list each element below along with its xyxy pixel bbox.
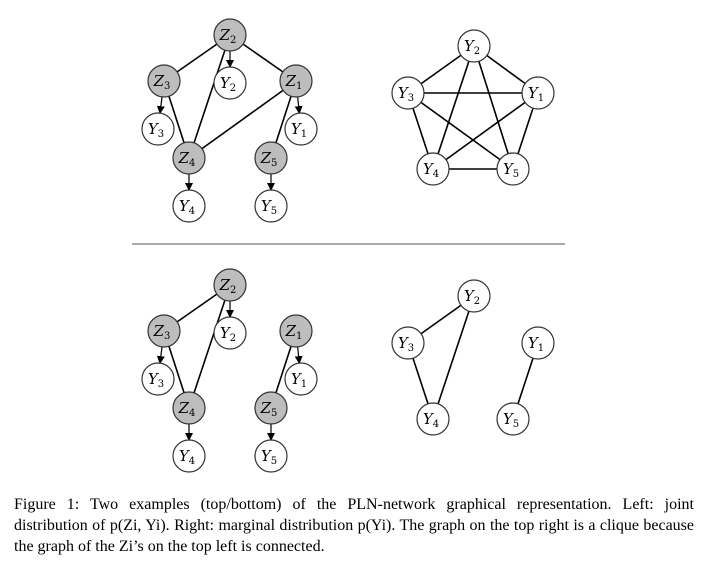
top-joint-edge-z1-z4 [201,89,284,150]
bottom-marginal-node-y1: Y1 [521,326,555,360]
bottom-joint-node-z5: Z5 [254,391,288,425]
bottom-marginal-node-y4: Y4 [416,402,450,436]
bottom-marginal-node-y5: Y5 [496,402,530,436]
bottom-marginal-edge-y2-y4 [437,310,470,405]
top-marginal-edge-y1-y5 [517,107,534,155]
bottom-joint-node-y1: Y1 [284,362,318,396]
bottom-joint-node-z3: Z3 [147,314,181,348]
figure-graphic: Z2 Y2 Z3 Z1 Y3 Y1 Z4 Z5 Y4 Y5 Y2 Y3 Y1 Y4 Y5 Z2 Y2 Z3 Z1 Y… [132,18,565,473]
caption-text: Figure 1: Two examples (top/bottom) of t… [14,496,694,555]
top-joint-node-z4: Z4 [172,141,206,175]
top-marginal-edge-y2-y1 [486,54,526,85]
bottom-joint-arrow-z3-y3 [156,346,165,365]
bottom-joint-node-y3: Y3 [141,362,175,396]
bottom-marginal-edge-y2-y3 [420,304,462,335]
top-joint-node-y3: Y3 [141,112,175,146]
bottom-marginal-node-y3: Y3 [391,326,425,360]
panel-top: Z2 Y2 Z3 Z1 Y3 Y1 Z4 Z5 Y4 Y5 Y2 Y3 Y1 Y4 Y5 [141,18,555,223]
top-joint-node-y2: Y2 [213,66,247,100]
bottom-joint-edge-z1-z5 [275,345,292,394]
top-marginal-node-y1: Y1 [521,76,555,110]
top-joint-arrow-z1-y1 [294,96,303,115]
top-joint-arrow-z3-y3 [156,96,165,115]
bottom-joint-edge-z3-z4 [168,345,185,394]
top-joint-edge-z2-z4 [193,49,226,144]
bottom-joint-node-y2: Y2 [213,316,247,350]
bottom-joint-arrow-z1-y1 [294,346,303,365]
top-marginal-edge-y3-y4 [412,107,429,155]
top-joint-node-z1: Z1 [279,64,313,98]
top-joint-node-z3: Z3 [147,64,181,98]
top-marginal-node-y4: Y4 [416,152,450,186]
top-marginal-edge-y2-y3 [420,54,462,85]
bottom-joint-node-y5: Y5 [254,439,288,473]
top-joint-edge-z3-z4 [168,95,185,144]
top-joint-edge-z2-z3 [176,43,218,73]
top-joint-node-y4: Y4 [172,189,206,223]
bottom-joint-edge-z2-z3 [176,293,218,323]
bottom-joint-node-y4: Y4 [172,439,206,473]
bottom-marginal-edge-y1-y5 [517,357,534,405]
top-joint-node-y1: Y1 [284,112,318,146]
top-joint-node-z5: Z5 [254,141,288,175]
bottom-joint-node-z2: Z2 [213,268,247,302]
bottom-joint-edge-z2-z4 [193,299,226,394]
top-marginal-node-y5: Y5 [496,152,530,186]
top-joint-edge-z2-z1 [242,43,284,73]
top-marginal-edge-y1-y4 [445,101,526,161]
top-marginal-node-y3: Y3 [391,76,425,110]
top-marginal-edge-y3-y5 [420,101,501,161]
top-marginal-edge-y2-y5 [478,61,509,154]
panel-bottom: Z2 Y2 Z3 Z1 Y3 Y1 Z4 Z5 Y4 Y5 Y2 Y3 Y1 Y4 Y5 [141,268,555,473]
figure-caption: Figure 1: Two examples (top/bottom) of t… [14,494,694,557]
top-joint-node-y5: Y5 [254,189,288,223]
bottom-joint-node-z4: Z4 [172,391,206,425]
bottom-joint-node-z1: Z1 [279,314,313,348]
top-marginal-edge-y2-y4 [437,60,470,155]
top-marginal-node-y2: Y2 [457,29,491,63]
top-joint-node-z2: Z2 [213,18,247,52]
top-joint-edge-z1-z5 [275,95,292,144]
bottom-marginal-edge-y3-y4 [412,357,429,405]
bottom-marginal-node-y2: Y2 [457,279,491,313]
